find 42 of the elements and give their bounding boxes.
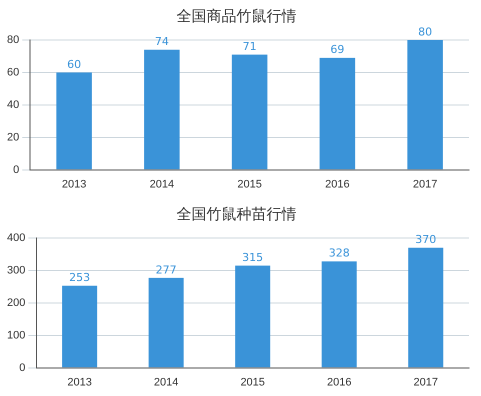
- data-label: 80: [418, 25, 432, 38]
- x-tick-label: 2017: [412, 178, 438, 190]
- bar: [320, 58, 356, 170]
- bar: [232, 54, 268, 170]
- y-tick-label: 0: [19, 362, 26, 374]
- x-tick-label: 2016: [326, 376, 352, 388]
- bar: [235, 266, 270, 368]
- y-tick-label: 40: [6, 98, 20, 111]
- y-tick-label: 0: [13, 164, 20, 176]
- y-tick-label: 300: [6, 264, 26, 276]
- bar: [148, 278, 184, 368]
- y-tick-label: 200: [6, 296, 26, 309]
- x-tick-label: 2013: [67, 376, 92, 388]
- chart-title: 全国竹鼠种苗行情: [176, 204, 296, 223]
- chart-title: 全国商品竹鼠行情: [176, 6, 296, 25]
- bar: [322, 261, 357, 368]
- bar: [56, 72, 92, 170]
- y-tick-label: 400: [6, 232, 26, 244]
- data-label: 277: [156, 263, 177, 276]
- data-label: 60: [67, 58, 82, 71]
- bar: [408, 248, 444, 368]
- x-tick-label: 2014: [150, 178, 174, 190]
- x-tick-label: 2017: [413, 376, 438, 388]
- data-label: 69: [330, 43, 344, 56]
- y-tick-label: 80: [6, 34, 20, 46]
- y-tick-label: 60: [6, 66, 20, 78]
- bar: [62, 286, 98, 368]
- data-label: 253: [69, 271, 90, 284]
- bar: [407, 40, 443, 170]
- x-tick-label: 2013: [62, 178, 86, 190]
- data-label: 328: [328, 246, 350, 260]
- y-tick-label: 20: [6, 131, 20, 144]
- data-label: 74: [154, 35, 169, 48]
- y-tick-label: 100: [6, 329, 26, 342]
- x-tick-label: 2016: [325, 178, 350, 190]
- x-tick-label: 2014: [154, 376, 178, 388]
- x-tick-label: 2015: [240, 376, 265, 388]
- data-label: 370: [415, 233, 436, 246]
- data-label: 315: [242, 250, 264, 264]
- data-label: 71: [242, 40, 257, 53]
- x-tick-label: 2015: [237, 178, 262, 190]
- bar: [144, 50, 180, 170]
